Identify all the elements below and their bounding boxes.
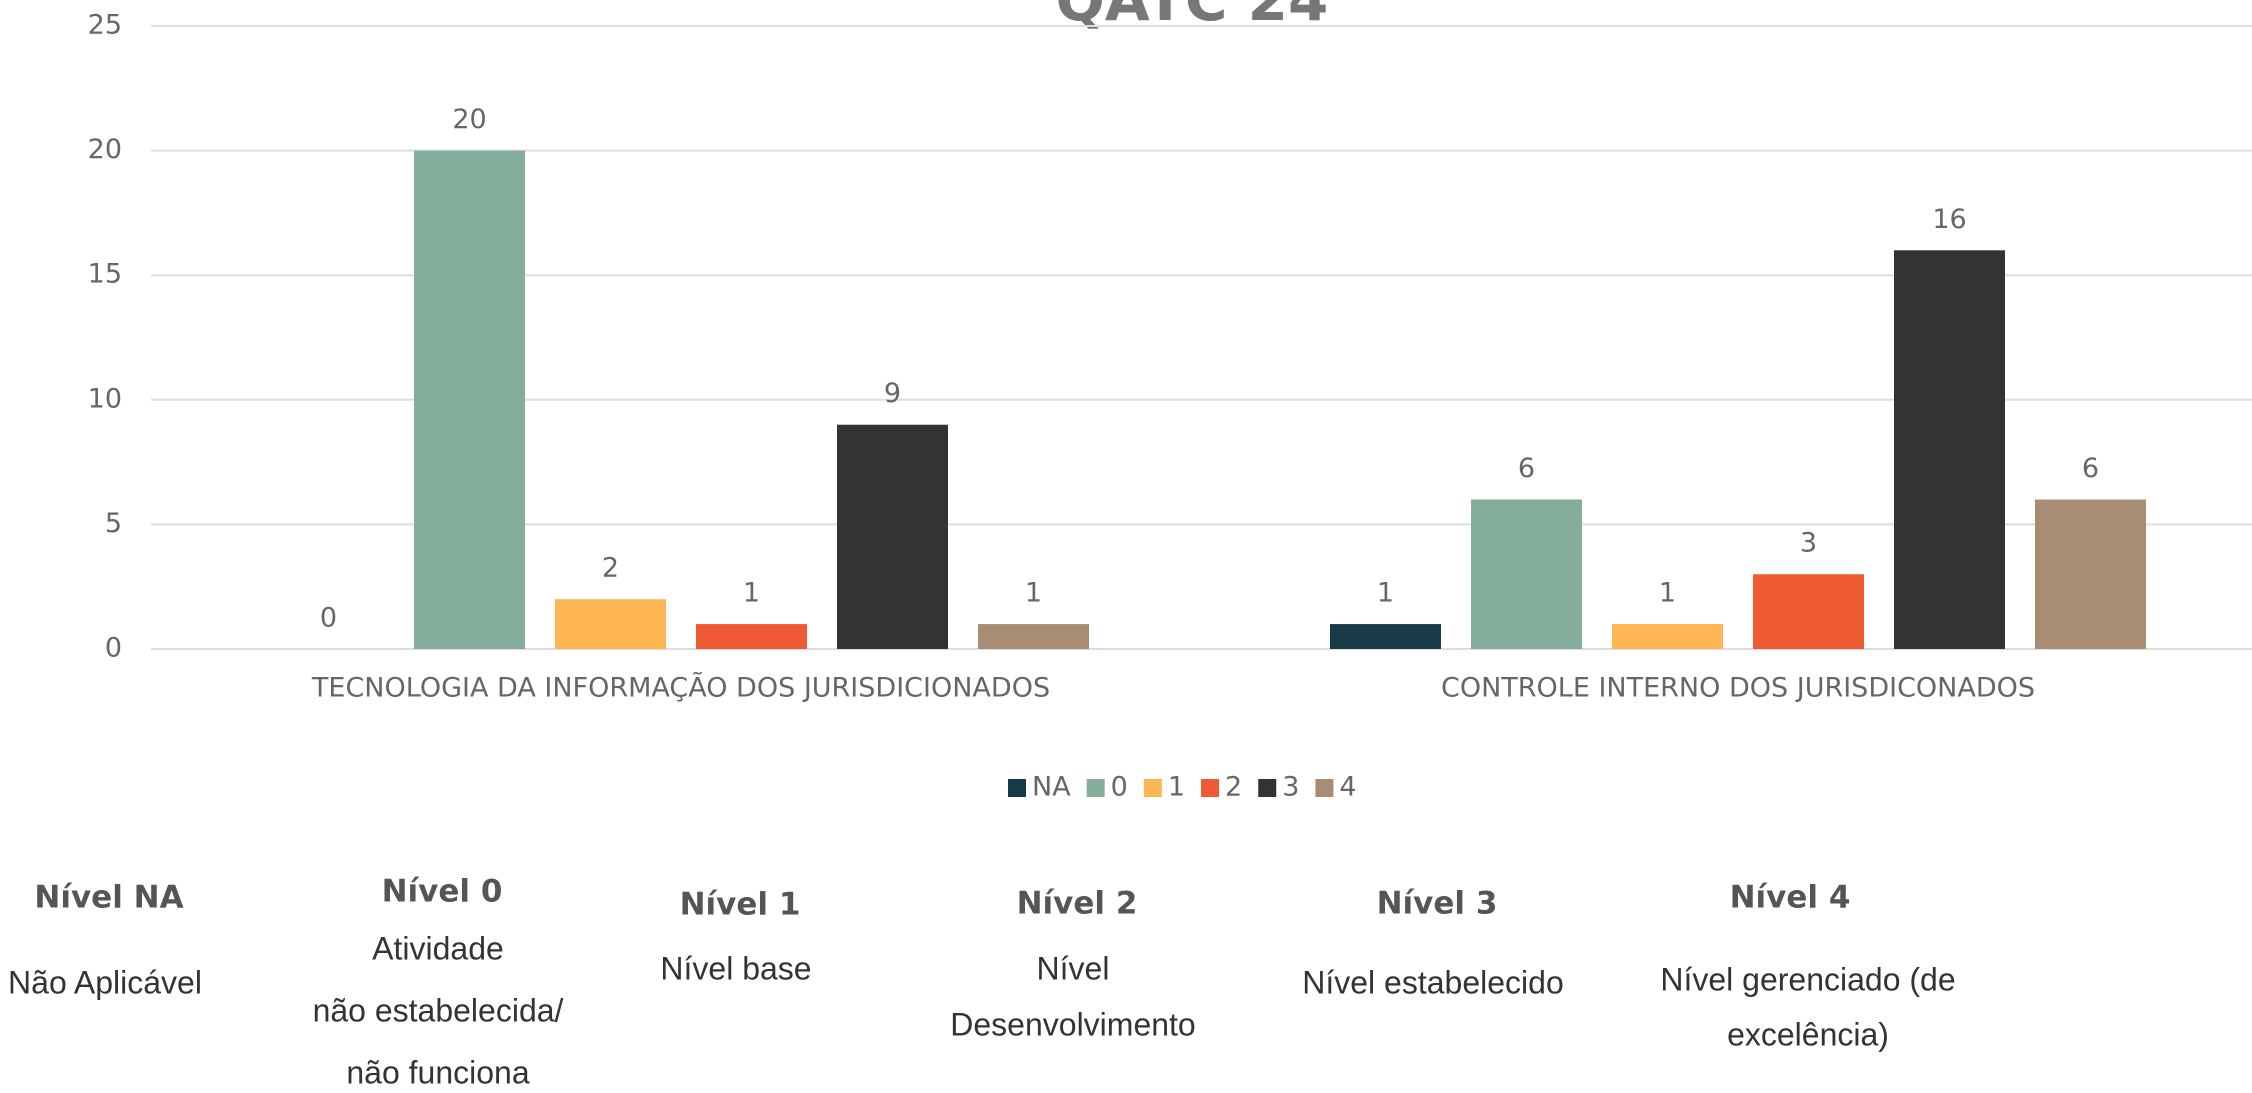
legend-swatch (1086, 779, 1105, 797)
level-title: Nível 3 (1377, 886, 1498, 922)
level-title: Nível 0 (382, 874, 503, 910)
data-label: 16 (1932, 204, 1966, 235)
level-description: Nível base (660, 950, 811, 986)
level-description: não estabelecida/ (313, 992, 564, 1028)
legend-swatch (1258, 779, 1277, 797)
level-description: Não Aplicável (8, 964, 202, 1000)
y-tick-label: 20 (88, 134, 122, 165)
bar (1330, 624, 1441, 649)
y-tick-label: 5 (105, 508, 122, 539)
level-description: Nível (1037, 950, 1110, 986)
bar (1894, 250, 2005, 649)
data-label: 0 (320, 603, 337, 634)
data-label: 6 (1518, 453, 1535, 484)
data-label: 2 (602, 553, 619, 584)
x-tick-label: CONTROLE INTERNO DOS JURISDICONADOS (1441, 673, 2035, 704)
legend-label: 3 (1282, 772, 1299, 803)
level-title: Nível 4 (1730, 880, 1851, 916)
chart-title: QATC 24 (1056, 0, 1329, 34)
bar (1471, 499, 1582, 649)
y-tick-label: 10 (88, 383, 122, 414)
legend-label: NA (1032, 772, 1071, 803)
legend-swatch (1143, 779, 1162, 797)
level-title: Nível 1 (680, 887, 801, 923)
data-label: 1 (1377, 578, 1394, 609)
bar (837, 424, 948, 649)
legend-swatch (1315, 779, 1334, 797)
bar (696, 624, 807, 649)
legend-swatch (1201, 779, 1220, 797)
level-description: Nível estabelecido (1302, 964, 1563, 1000)
bar (978, 624, 1089, 649)
level-description: Atividade (372, 930, 504, 966)
legend-label: 2 (1225, 772, 1242, 803)
level-title: Nível 2 (1017, 886, 1138, 922)
bar (414, 150, 525, 649)
bar (1612, 624, 1723, 649)
data-label: 6 (2082, 453, 2099, 484)
y-tick-label: 15 (88, 259, 122, 290)
level-description: Desenvolvimento (950, 1006, 1195, 1042)
y-tick-label: 25 (88, 10, 122, 41)
level-description: não funciona (346, 1054, 529, 1090)
data-label: 1 (743, 578, 760, 609)
legend-label: 1 (1168, 772, 1185, 803)
data-label: 20 (452, 104, 486, 135)
y-tick-label: 0 (105, 633, 122, 664)
data-label: 3 (1800, 528, 1817, 559)
legend-label: 4 (1339, 772, 1356, 803)
legend-swatch (1008, 779, 1026, 797)
legend-label: 0 (1111, 772, 1128, 803)
x-tick-label: TECNOLOGIA DA INFORMAÇÃO DOS JURISDICION… (311, 672, 1050, 704)
data-label: 1 (1659, 578, 1676, 609)
bar (2035, 499, 2146, 649)
level-title: Nível NA (34, 880, 183, 916)
data-label: 1 (1025, 578, 1042, 609)
bar (555, 599, 666, 649)
bar (1753, 574, 1864, 649)
data-label: 9 (884, 378, 901, 409)
level-description: Nível gerenciado (de (1660, 961, 1955, 997)
level-description: excelência) (1727, 1016, 1889, 1052)
